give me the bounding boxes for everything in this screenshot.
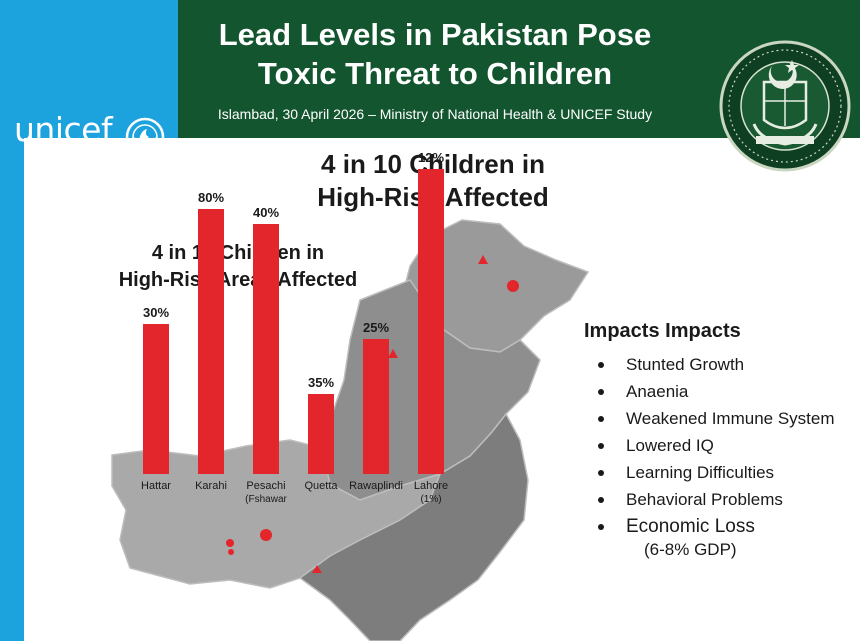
category-label: Hattar xyxy=(141,480,171,492)
impacts-list: Stunted Growth Anaenia Weakened Immune S… xyxy=(584,353,860,539)
bar xyxy=(308,394,334,474)
chart-title: 4 in 10 Children in High-Risk Areas Affe… xyxy=(88,240,388,294)
bar xyxy=(253,224,279,474)
category-sublabel: (1%) xyxy=(420,494,441,505)
bar xyxy=(363,339,389,474)
bar xyxy=(143,324,169,474)
side-strip xyxy=(0,183,24,641)
data-label: 12% xyxy=(418,150,444,165)
data-label: 30% xyxy=(143,305,169,320)
impact-item: Lowered IQ xyxy=(584,434,860,458)
impact-item: Behavioral Problems xyxy=(584,488,860,512)
unicef-globe-icon xyxy=(125,117,165,157)
category-label: Quetta xyxy=(304,480,338,492)
map-hotspot xyxy=(388,349,398,358)
category-label: Lahore xyxy=(414,480,448,492)
category-label: Karahi xyxy=(195,480,227,492)
title-line-1: Lead Levels in Pakistan Pose xyxy=(218,17,652,52)
data-label: 80% xyxy=(198,190,224,205)
impact-item: Weakened Immune System xyxy=(584,407,860,431)
map-hotspot xyxy=(478,255,488,264)
bar xyxy=(418,169,444,474)
impact-item: Learning Difficulties xyxy=(584,461,860,485)
chart-title-line-1: 4 in 10 Children in xyxy=(151,242,325,264)
category-sublabel: (Fshawar xyxy=(245,494,287,505)
government-seal-icon xyxy=(719,40,851,172)
data-label: 40% xyxy=(253,205,279,220)
unicef-logo: unicef xyxy=(14,110,113,149)
impact-item: Stunted Growth xyxy=(584,353,860,377)
map-hotspot xyxy=(312,565,322,573)
category-label: Rawaplindi xyxy=(349,480,403,492)
map-hotspot xyxy=(226,539,234,547)
map-south-region xyxy=(298,412,529,641)
subtitle: Islambad, 30 April 2026 – Ministry of Na… xyxy=(217,106,653,122)
data-label: 35% xyxy=(308,375,334,390)
impact-item: Economic Loss xyxy=(584,515,860,539)
impacts-title: Impacts Impacts xyxy=(584,320,741,342)
bar xyxy=(198,209,224,474)
category-label: Pesachi xyxy=(246,480,285,492)
impact-item: Anaenia xyxy=(584,380,860,404)
data-label: 25% xyxy=(363,320,389,335)
map-hotspot xyxy=(507,280,519,292)
chart-title-line-2: High-Risk Areas Affected xyxy=(118,269,358,291)
impact-note: (6-8% GDP) xyxy=(644,540,737,559)
title-line-2: Toxic Threat to Children xyxy=(257,56,613,91)
map-hotspot xyxy=(228,549,234,555)
impacts-panel: Impacts Impacts Stunted Growth Anaenia W… xyxy=(584,320,860,560)
main-title: Lead Levels in Pakistan Pose Toxic Threa… xyxy=(180,15,690,93)
map-hotspot xyxy=(260,529,272,541)
